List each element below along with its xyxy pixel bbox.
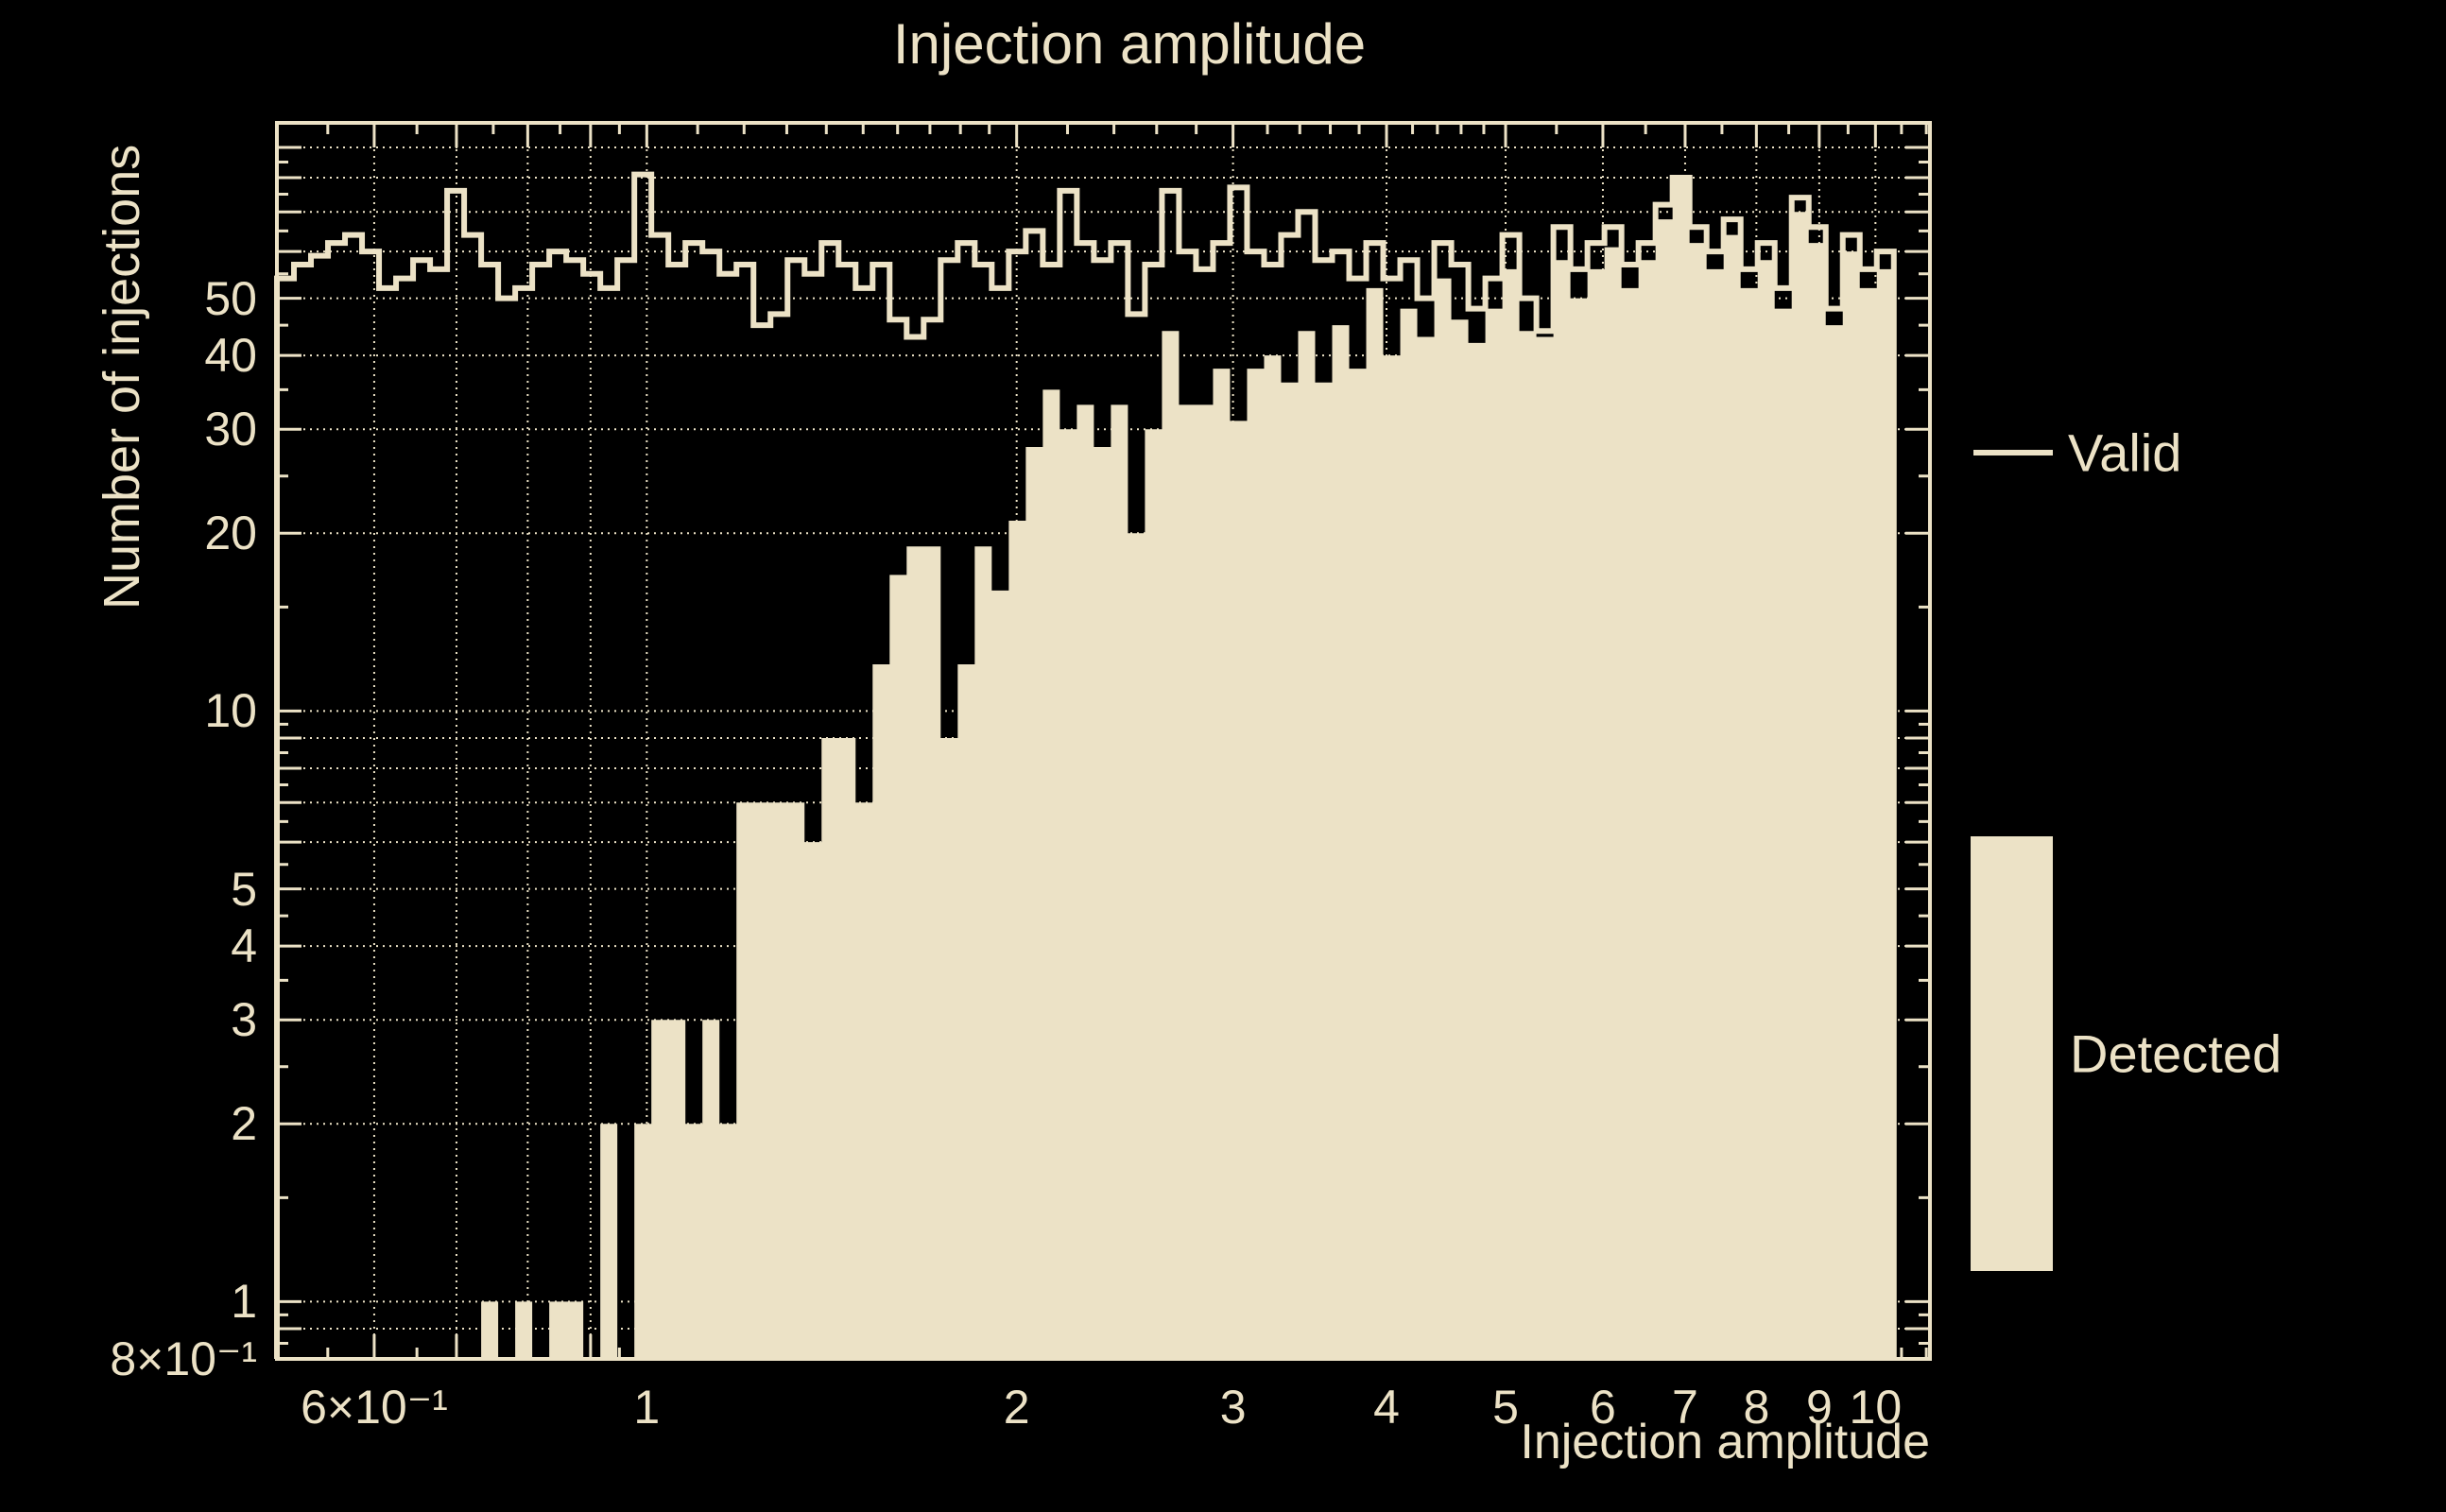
x-tick-label: 7: [1672, 1381, 1698, 1434]
plot-frame: [275, 121, 1932, 1361]
y-tick-label: 4: [231, 919, 257, 973]
legend-detected-swatch: [1971, 836, 2053, 1271]
x-tick-label: 9: [1805, 1381, 1833, 1434]
x-tick-label: 3: [1219, 1381, 1247, 1434]
x-tick-label: 10: [1849, 1381, 1903, 1434]
y-tick-label: 5: [231, 862, 257, 916]
y-tick-label: 40: [204, 329, 257, 383]
x-tick-label: 6: [1590, 1381, 1616, 1434]
valid-histogram-outline: [274, 171, 1897, 1359]
x-tick-label: 1: [633, 1381, 661, 1434]
x-tick-label: 6×10⁻¹: [301, 1381, 448, 1434]
legend-valid-label: Valid: [2068, 422, 2182, 483]
y-tick-label: 1: [231, 1275, 257, 1329]
x-tick-label: 4: [1373, 1381, 1400, 1434]
y-tick-label: 20: [204, 507, 257, 560]
y-tick-label: 3: [231, 993, 257, 1047]
y-tick-label: 2: [231, 1097, 257, 1151]
y-tick-label: 10: [204, 684, 257, 738]
y-tick-label: 30: [204, 403, 257, 456]
y-tick-label: 50: [204, 271, 257, 325]
legend-detected-label: Detected: [2070, 1023, 2282, 1084]
x-tick-label: 8: [1743, 1381, 1770, 1434]
chart-title: Injection amplitude: [892, 12, 1367, 76]
x-tick-label: 2: [1003, 1381, 1030, 1434]
legend-valid-line-marker: [1973, 450, 2053, 455]
x-axis-title: Injection amplitude: [1520, 1415, 1930, 1469]
y-axis-title: Number of injections: [94, 144, 150, 610]
y-tick-label: 8×10⁻¹: [110, 1332, 257, 1385]
x-tick-label: 5: [1492, 1381, 1519, 1434]
detected-histogram: [277, 178, 1894, 1359]
